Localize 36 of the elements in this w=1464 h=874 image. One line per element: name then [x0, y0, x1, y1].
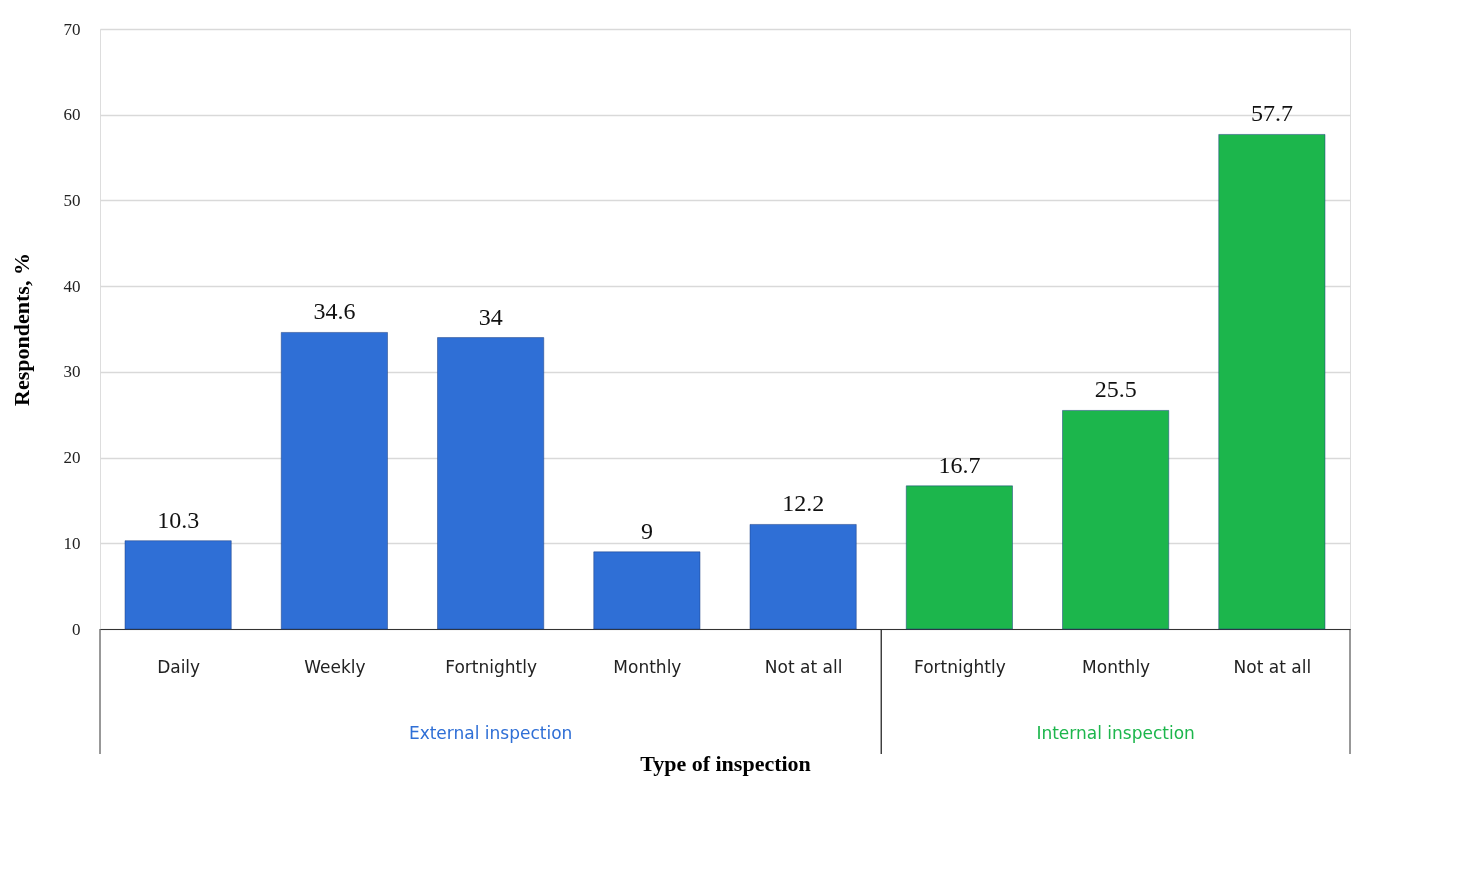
bar: [593, 551, 701, 630]
text: Internal inspection: [1036, 723, 1195, 743]
bar: [1062, 410, 1169, 630]
data-label: 34: [478, 303, 503, 330]
data-label: 34.6: [313, 298, 356, 325]
x-tick-label: Not at all: [1233, 656, 1312, 677]
y-tick-label: 20: [63, 448, 81, 468]
y-tick-label: 10: [63, 533, 81, 553]
x-tick-label: Fortnightly: [914, 656, 1006, 677]
data-label: 10.3: [157, 506, 200, 533]
x-tick-label: Monthly: [1082, 656, 1151, 677]
x-axis-title: Type of inspection: [640, 750, 811, 776]
bar: [749, 524, 857, 630]
bar: [1218, 134, 1326, 630]
x-tick-label: Not at all: [764, 656, 843, 677]
y-axis-title: Respondents, %: [8, 253, 34, 406]
x-tick-label: Monthly: [613, 656, 682, 677]
x-tick-label: Daily: [157, 656, 201, 677]
bar: [124, 540, 232, 630]
bar: [437, 337, 544, 630]
data-label: 9: [640, 517, 653, 544]
data-label: 12.2: [782, 490, 825, 517]
x-tick-label: Fortnightly: [445, 656, 537, 677]
y-tick-label: 50: [63, 190, 81, 210]
bar: [906, 485, 1013, 630]
y-tick-label: 0: [72, 619, 81, 639]
y-tick-label: 60: [63, 105, 81, 125]
data-label: 16.7: [938, 451, 981, 478]
x-tick-label: Weekly: [304, 656, 366, 677]
y-tick-label: 30: [63, 362, 81, 382]
data-label: 25.5: [1094, 376, 1137, 403]
y-tick-label: 40: [63, 276, 81, 296]
text: External inspection: [408, 723, 573, 743]
y-tick-label: 70: [63, 19, 81, 39]
bar: [281, 332, 388, 630]
data-label: 57.7: [1250, 100, 1293, 127]
